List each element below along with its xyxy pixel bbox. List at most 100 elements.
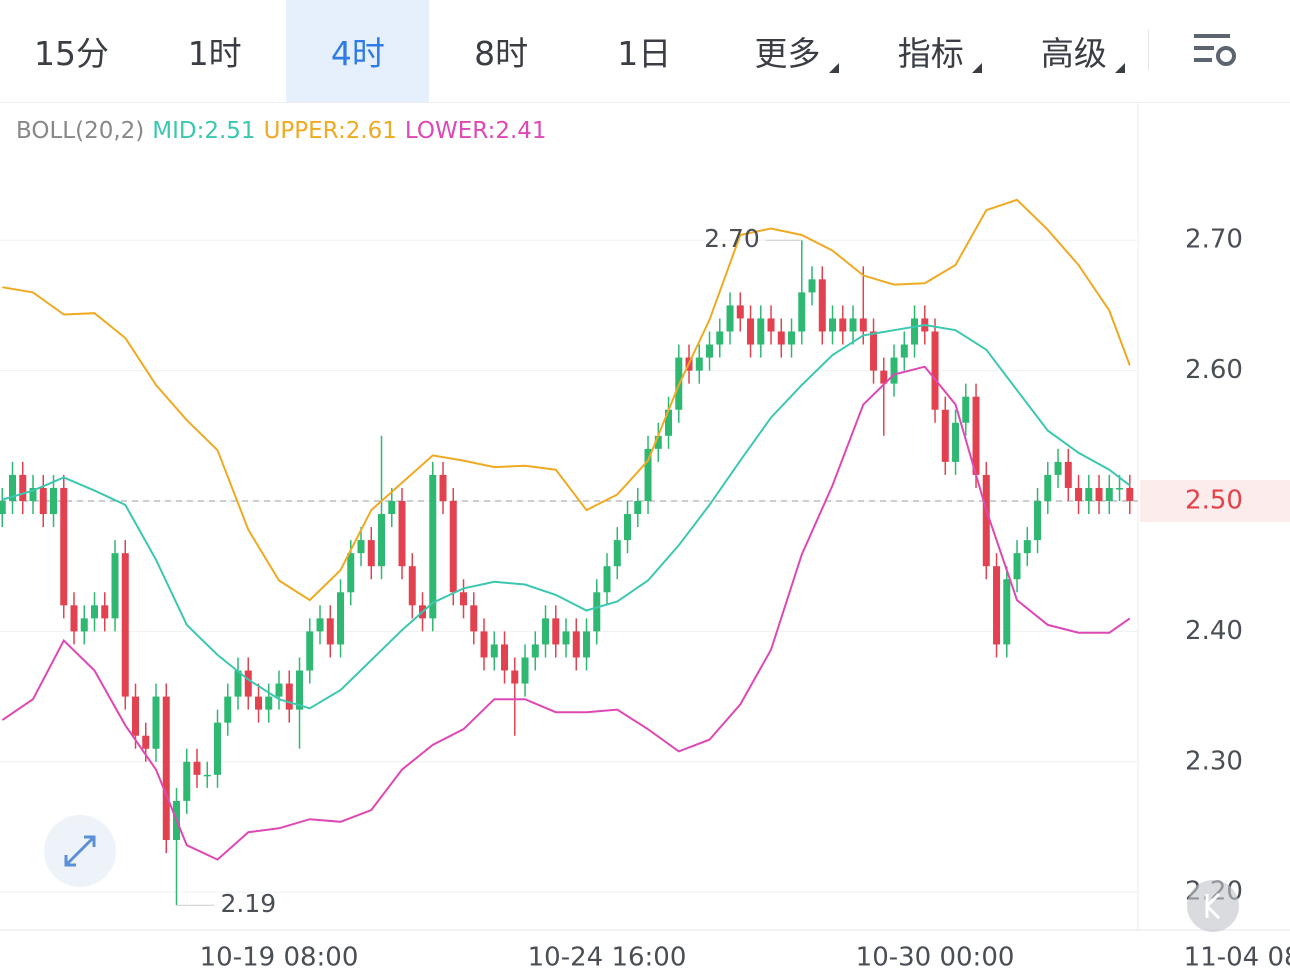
candle-body	[183, 761, 191, 801]
candle-body	[613, 540, 621, 567]
candle-body	[931, 331, 939, 410]
candle-body	[152, 696, 160, 749]
candle-body	[80, 618, 88, 632]
candle-body	[777, 331, 785, 345]
candle-body	[531, 644, 539, 658]
candle-body	[111, 553, 119, 619]
timeframe-tabs: 15分 1时 4时 8时 1日 更多 指标 高级	[0, 0, 1290, 103]
tab-label: 1日	[617, 34, 672, 73]
candle-body	[1023, 540, 1031, 554]
candle-body	[60, 487, 68, 606]
candle-body	[880, 370, 888, 384]
candle-body	[275, 683, 283, 697]
candle-body	[234, 670, 242, 697]
tab[interactable]: 8时	[430, 0, 573, 102]
candle-body	[716, 331, 724, 345]
tab[interactable]: 15分	[0, 0, 143, 102]
candle-body	[706, 344, 714, 358]
candle-body	[798, 292, 806, 332]
candle-body	[1034, 501, 1042, 541]
candle-body	[19, 474, 27, 502]
tab[interactable]: 1时	[143, 0, 286, 102]
candle-body	[952, 422, 960, 462]
candle-body	[911, 318, 919, 345]
candle-body	[142, 735, 150, 749]
candle-body	[870, 331, 878, 371]
candle-body	[788, 331, 796, 345]
y-tick-label: 2.40	[1185, 616, 1243, 646]
candle-body	[101, 605, 109, 619]
indicator-line	[2, 323, 1131, 710]
candle-body	[583, 631, 591, 658]
candle-body	[1116, 487, 1124, 490]
tab-label: 4时	[330, 34, 385, 73]
candle-body	[818, 279, 826, 332]
expand-button[interactable]	[44, 815, 116, 887]
candle-body	[460, 592, 468, 606]
settings-icon[interactable]	[1190, 30, 1242, 74]
tab-label: 8时	[474, 34, 529, 73]
candle-body	[593, 592, 601, 632]
candle-body	[398, 501, 406, 567]
legend-entry: MID:2.51	[152, 118, 256, 144]
candle-body	[0, 501, 6, 515]
candle-body	[296, 670, 304, 710]
tab[interactable]: 指标	[859, 0, 1002, 102]
tab[interactable]: 4时	[286, 0, 430, 102]
candle-body	[808, 279, 816, 293]
x-tick-label: 10-19 08:00	[200, 943, 359, 973]
menu-caret	[828, 63, 839, 73]
candle-body	[480, 631, 488, 658]
candle-body	[644, 448, 652, 502]
tab[interactable]: 1日	[573, 0, 716, 102]
y-tick-label: 2.30	[1185, 746, 1243, 776]
candle-body	[1003, 579, 1011, 645]
candle-body	[829, 318, 837, 332]
tab-label: 15分	[34, 34, 109, 73]
candle-body	[962, 396, 970, 423]
candle-body	[244, 670, 252, 697]
candle-body	[357, 540, 365, 554]
x-tick-label: 10-24 16:00	[528, 943, 687, 973]
candle-body	[91, 605, 99, 619]
indicator-name: BOLL(20,2)	[16, 118, 145, 144]
candle-body	[695, 357, 703, 371]
watermark-logo	[1187, 880, 1239, 932]
candle-body	[1013, 553, 1021, 580]
last-price-box	[1140, 480, 1290, 523]
candle-body	[1126, 487, 1134, 502]
candle-body	[624, 514, 632, 541]
menu-caret	[971, 63, 982, 73]
divider	[1148, 30, 1149, 70]
candle-body	[429, 474, 437, 619]
candle-body	[326, 618, 334, 645]
candle-body	[162, 696, 170, 841]
candle-body	[900, 344, 908, 358]
tab[interactable]: 高级	[1002, 0, 1145, 102]
candle-body	[121, 553, 129, 697]
candle-body	[521, 657, 529, 684]
candle-body	[747, 318, 755, 345]
candle-body	[1054, 461, 1062, 475]
candle-body	[982, 474, 990, 567]
menu-caret	[1114, 63, 1125, 73]
annotation-label: 2.19	[221, 889, 277, 918]
candle-body	[203, 774, 211, 777]
candle-body	[214, 722, 222, 775]
tab[interactable]: 更多	[716, 0, 859, 102]
candle-body	[726, 305, 734, 332]
candle-body	[1064, 461, 1072, 488]
candle-body	[490, 644, 498, 658]
candle-body	[890, 357, 898, 384]
candle-body	[347, 553, 355, 593]
candle-body	[511, 670, 519, 684]
candle-body	[665, 409, 673, 436]
tab-label: 1时	[187, 34, 242, 73]
x-tick-label: 10-30 00:00	[856, 943, 1015, 973]
tab-label: 高级	[1041, 27, 1125, 75]
candle-body	[29, 487, 37, 502]
legend-entry: UPPER:2.61	[263, 118, 397, 144]
candle-body	[408, 566, 416, 606]
